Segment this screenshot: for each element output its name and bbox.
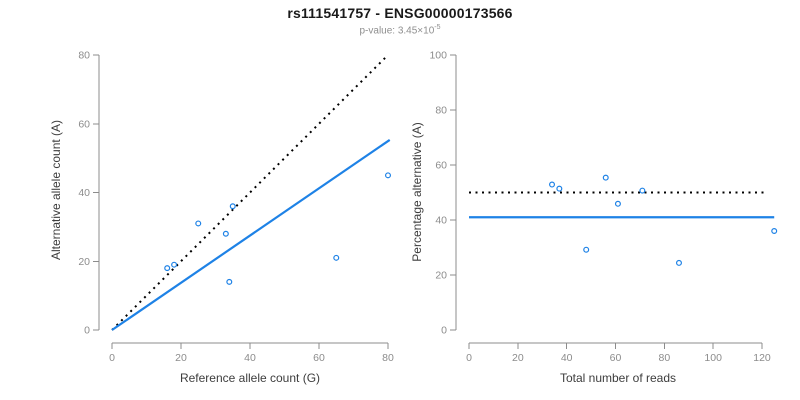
x-tick-label: 60: [610, 352, 622, 364]
data-point: [195, 220, 202, 227]
data-point: [583, 246, 590, 253]
x-tick-label: 80: [382, 352, 394, 364]
y-tick-label: 20: [435, 270, 447, 282]
left-yaxis-title: Alternative allele count (A): [49, 120, 63, 260]
y-tick-label: 80: [435, 105, 447, 117]
x-tick-label: 0: [109, 352, 115, 364]
x-tick-label: 40: [244, 352, 256, 364]
data-point: [602, 174, 609, 181]
y-tick-label: 0: [84, 325, 90, 337]
x-tick-label: 40: [561, 352, 573, 364]
left-scatter-plot: 0 20 40 60 80 0 20 40 60 80: [78, 50, 394, 365]
data-point: [226, 278, 233, 285]
x-tick-label: 80: [658, 352, 670, 364]
data-point: [222, 230, 229, 237]
regression-fit-line: [111, 138, 391, 331]
pvalue-exponent: -5: [434, 24, 441, 31]
data-point: [164, 265, 171, 272]
x-tick-label: 20: [512, 352, 524, 364]
data-point: [614, 200, 621, 207]
x-tick-label: 120: [753, 352, 771, 364]
x-tick-label: 0: [466, 352, 472, 364]
plot-subtitle: p-value: 3.45×10-5: [0, 24, 800, 36]
plot-title: rs111541757 - ENSG00000173566: [287, 5, 513, 21]
y-tick-label: 60: [435, 160, 447, 172]
y-tick-label: 20: [78, 256, 90, 268]
x-tick-label: 20: [175, 352, 187, 364]
y-tick-label: 40: [435, 215, 447, 227]
x-tick-label: 60: [313, 352, 325, 364]
data-point: [549, 181, 556, 188]
data-point: [556, 185, 563, 192]
y-tick-label: 0: [441, 325, 447, 337]
x-tick-label: 100: [704, 352, 722, 364]
data-point: [771, 228, 778, 235]
data-point: [639, 187, 646, 194]
right-scatter-plot: 0 20 40 60 80 100 0 20 40 60 80 100 120: [429, 50, 778, 364]
data-point: [333, 254, 340, 261]
identity-reference-line: [111, 54, 389, 331]
right-yaxis-title: Percentage alternative (A): [410, 122, 424, 261]
y-tick-label: 60: [78, 118, 90, 130]
pvalue-text: p-value: 3.45×10: [359, 25, 435, 37]
data-point: [385, 172, 392, 179]
y-tick-label: 100: [429, 50, 447, 62]
data-point: [171, 261, 178, 268]
left-xaxis-title: Reference allele count (G): [180, 371, 320, 385]
data-point: [675, 259, 682, 266]
y-tick-label: 40: [78, 187, 90, 199]
right-xaxis-title: Total number of reads: [560, 371, 676, 385]
y-tick-label: 80: [78, 50, 90, 62]
data-point: [229, 203, 236, 210]
